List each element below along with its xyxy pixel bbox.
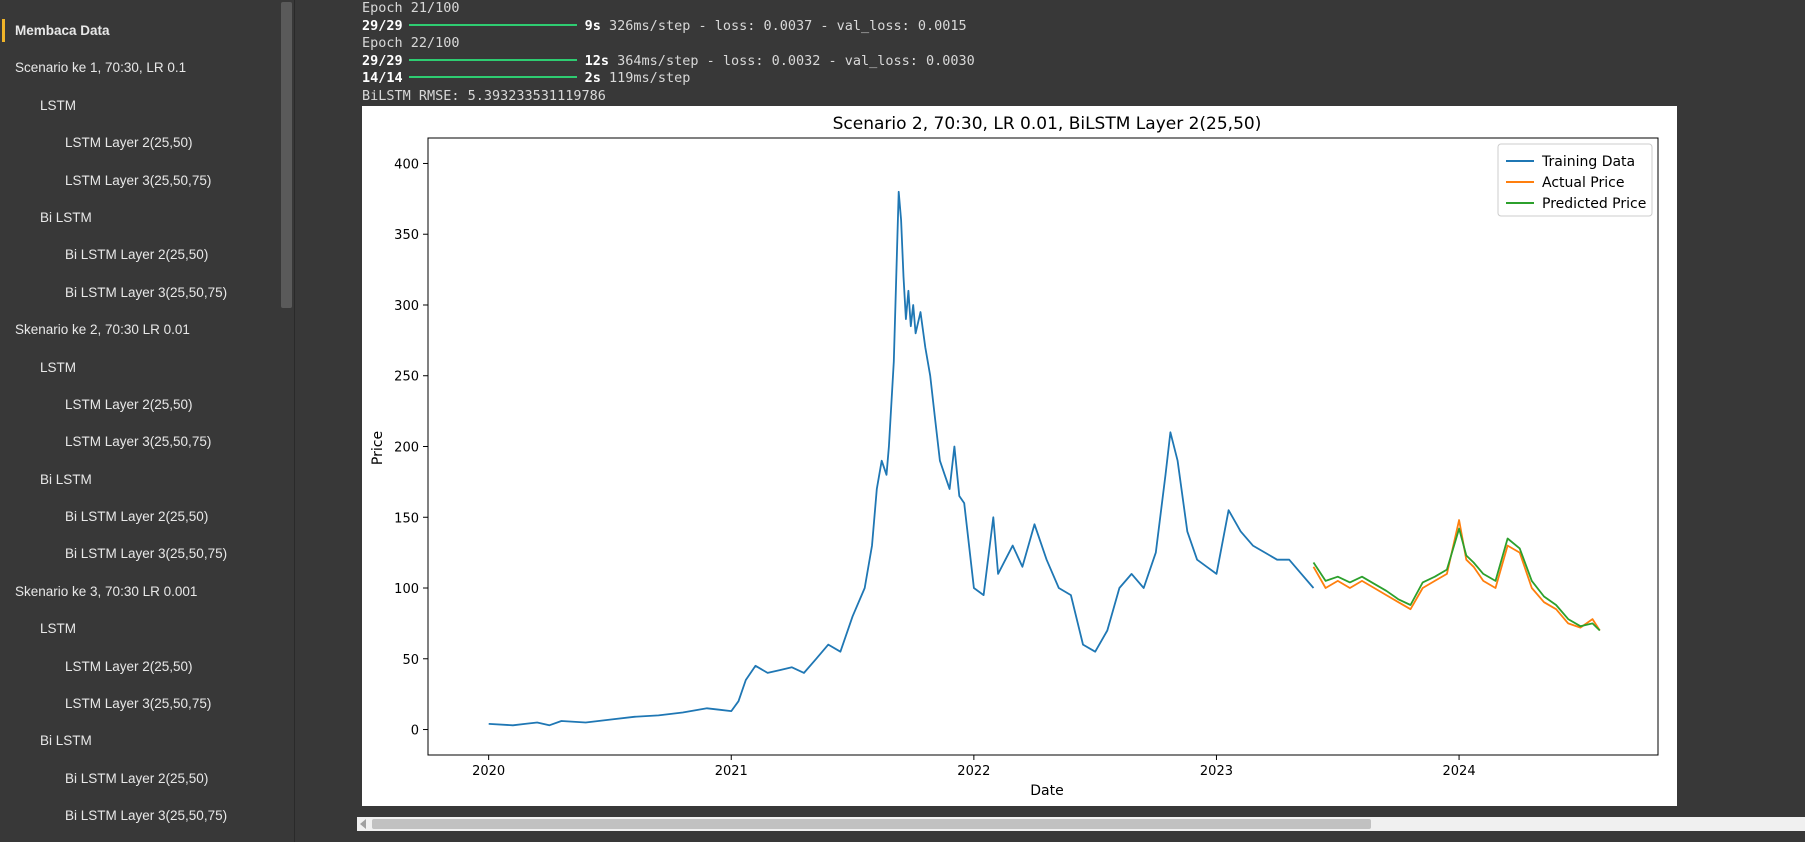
- chart-svg: 2020 2021 2022 2023 2024 0 50 100 150 200 250 300 35…: [370, 114, 1659, 799]
- step-metrics: 326ms/step - loss: 0.0037 - val_loss: 0.…: [609, 17, 967, 34]
- y-tick-label: 150: [394, 511, 419, 526]
- toc-item[interactable]: Skenario ke 2, 70:30 LR 0.01: [15, 322, 190, 338]
- epoch-line: Epoch 22/100: [362, 35, 460, 52]
- progress-bar: [408, 76, 577, 79]
- toc-item[interactable]: LSTM: [40, 97, 77, 113]
- scroll-left-arrow-icon[interactable]: [360, 819, 366, 829]
- y-axis-label: Price: [370, 431, 386, 465]
- step-count: 29/29: [362, 52, 403, 69]
- y-tick-label: 400: [394, 157, 419, 172]
- toc-item[interactable]: Bi LSTM Layer 3(25,50,75): [65, 808, 228, 824]
- toc-item[interactable]: Bi LSTM Layer 3(25,50,75): [65, 546, 228, 562]
- step-metrics: 364ms/step - loss: 0.0032 - val_loss: 0.…: [617, 52, 975, 69]
- x-axis-label: Date: [1030, 783, 1063, 799]
- step-count: 14/14: [362, 70, 403, 87]
- x-tick-label: 2023: [1200, 764, 1233, 779]
- step-time: 2s: [584, 70, 601, 87]
- toc-item[interactable]: Bi LSTM Layer 2(25,50): [65, 247, 209, 263]
- plot-area: [427, 137, 1659, 756]
- legend-entry: Training Data: [1541, 154, 1635, 170]
- series-line-predicted-price: [1312, 527, 1601, 632]
- rmse-line: BiLSTM RMSE: 5.393233531119786: [362, 87, 606, 104]
- step-time: 9s: [584, 17, 601, 34]
- chart-figure: 2020 2021 2022 2023 2024 0 50 100 150 200 250 300 35…: [362, 106, 1677, 806]
- series-line-training-data: [488, 190, 1315, 727]
- y-tick-label: 350: [394, 228, 419, 243]
- table-of-contents-panel: Membaca Data Scenario ke 1, 70:30, LR 0.1…: [0, 0, 295, 842]
- toc-item[interactable]: Bi LSTM Layer 2(25,50): [65, 509, 209, 525]
- toc-list: Membaca Data Scenario ke 1, 70:30, LR 0.1…: [0, 12, 280, 835]
- legend-entry: Actual Price: [1542, 175, 1624, 191]
- horizontal-scrollbar-thumb[interactable]: [372, 819, 1371, 829]
- legend-box: [1497, 143, 1653, 217]
- toc-item[interactable]: Bi LSTM Layer 2(25,50): [65, 770, 209, 786]
- step-metrics: 119ms/step: [609, 70, 691, 87]
- progress-bar: [408, 58, 577, 61]
- toc-item[interactable]: Scenario ke 1, 70:30, LR 0.1: [15, 60, 187, 76]
- toc-item[interactable]: LSTM Layer 3(25,50,75): [65, 434, 212, 450]
- y-tick-label: 50: [402, 653, 419, 668]
- x-tick-label: 2020: [472, 764, 505, 779]
- sidebar-scrollbar[interactable]: [281, 2, 292, 308]
- toc-item[interactable]: LSTM Layer 2(25,50): [65, 658, 193, 674]
- toc-item[interactable]: LSTM Layer 2(25,50): [65, 396, 193, 412]
- y-tick-label: 200: [394, 441, 419, 456]
- toc-item[interactable]: Bi LSTM Layer 3(25,50,75): [65, 284, 228, 300]
- y-tick-label: 100: [394, 582, 419, 597]
- toc-item[interactable]: LSTM: [40, 359, 77, 375]
- toc-item[interactable]: LSTM Layer 3(25,50,75): [65, 172, 212, 188]
- progress-line: 29/29 12s 364ms/step - loss: 0.0032 - val…: [362, 53, 975, 71]
- toc-item[interactable]: Membaca Data: [0, 12, 280, 49]
- toc-item[interactable]: Bi LSTM: [40, 733, 92, 749]
- progress-bar: [408, 23, 577, 26]
- toc-item[interactable]: LSTM Layer 2(25,50): [65, 135, 193, 151]
- toc-item[interactable]: LSTM: [40, 621, 77, 637]
- epoch-line: Epoch 21/100: [362, 0, 460, 16]
- x-tick-label: 2024: [1443, 764, 1476, 779]
- y-tick-label: 0: [411, 724, 419, 739]
- step-time: 12s: [584, 52, 610, 69]
- cell-output: Epoch 21/100 29/29 9s 326ms/step - loss: …: [362, 0, 975, 106]
- toc-item[interactable]: Bi LSTM: [40, 209, 92, 225]
- x-tick-label: 2021: [715, 764, 748, 779]
- step-count: 29/29: [362, 17, 403, 34]
- progress-line: 29/29 9s 326ms/step - loss: 0.0037 - val_…: [362, 18, 975, 36]
- toc-item[interactable]: Skenario ke 3, 70:30 LR 0.001: [15, 583, 198, 599]
- y-tick-label: 250: [394, 370, 419, 385]
- toc-item[interactable]: Bi LSTM: [40, 471, 92, 487]
- chart-title: Scenario 2, 70:30, LR 0.01, BiLSTM Layer…: [833, 114, 1262, 134]
- legend-entry: Predicted Price: [1542, 196, 1646, 212]
- progress-line: 14/14 2s 119ms/step: [362, 70, 975, 88]
- x-tick-label: 2022: [957, 764, 990, 779]
- y-tick-label: 300: [394, 299, 419, 314]
- toc-item[interactable]: LSTM Layer 3(25,50,75): [65, 696, 212, 712]
